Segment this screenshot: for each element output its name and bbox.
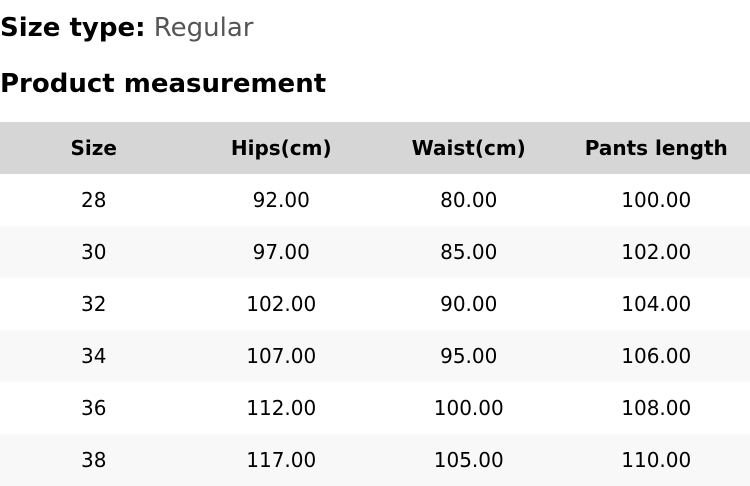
size-type: Size type: Regular bbox=[0, 10, 253, 46]
size-type-value: Regular bbox=[153, 13, 254, 43]
column-header: Pants length bbox=[562, 122, 750, 174]
table-cell: 34 bbox=[81, 344, 107, 368]
table-cell: 100.00 bbox=[621, 188, 692, 212]
table-cell: 32 bbox=[81, 292, 107, 316]
column-header: Waist(cm) bbox=[375, 122, 563, 174]
table-cell: 38 bbox=[81, 448, 107, 472]
table-cell: 92.00 bbox=[252, 188, 310, 212]
table-cell: 104.00 bbox=[621, 292, 692, 316]
measurement-table: Size Hips(cm) Waist(cm) Pants length 28 92.0… bbox=[0, 122, 750, 486]
table-row: 38 117.00 105.00 110.00 bbox=[0, 434, 750, 486]
table-cell: 100.00 bbox=[433, 396, 504, 420]
section-title: Product measurement bbox=[0, 69, 327, 99]
table-header-row: Size Hips(cm) Waist(cm) Pants length bbox=[0, 122, 750, 174]
table-cell: 36 bbox=[81, 396, 107, 420]
table-cell: 90.00 bbox=[440, 292, 498, 316]
column-header: Hips(cm) bbox=[187, 122, 375, 174]
table-cell: 107.00 bbox=[246, 344, 317, 368]
table-cell: 106.00 bbox=[621, 344, 692, 368]
table-cell: 28 bbox=[81, 188, 107, 212]
size-type-label: Size type: bbox=[0, 13, 146, 43]
table-row: 28 92.00 80.00 100.00 bbox=[0, 174, 750, 226]
table-cell: 30 bbox=[81, 240, 107, 264]
table-cell: 102.00 bbox=[621, 240, 692, 264]
table-cell: 95.00 bbox=[440, 344, 498, 368]
table-row: 32 102.00 90.00 104.00 bbox=[0, 278, 750, 330]
table-cell: 108.00 bbox=[621, 396, 692, 420]
table-row: 30 97.00 85.00 102.00 bbox=[0, 226, 750, 278]
table-cell: 85.00 bbox=[440, 240, 498, 264]
column-header: Size bbox=[0, 122, 188, 174]
table-row: 34 107.00 95.00 106.00 bbox=[0, 330, 750, 382]
table-row: 36 112.00 100.00 108.00 bbox=[0, 382, 750, 434]
table-cell: 105.00 bbox=[433, 448, 504, 472]
table-cell: 117.00 bbox=[246, 448, 317, 472]
table-cell: 110.00 bbox=[621, 448, 692, 472]
table-cell: 112.00 bbox=[246, 396, 317, 420]
table-cell: 80.00 bbox=[440, 188, 498, 212]
table-cell: 102.00 bbox=[246, 292, 317, 316]
table-cell: 97.00 bbox=[252, 240, 310, 264]
